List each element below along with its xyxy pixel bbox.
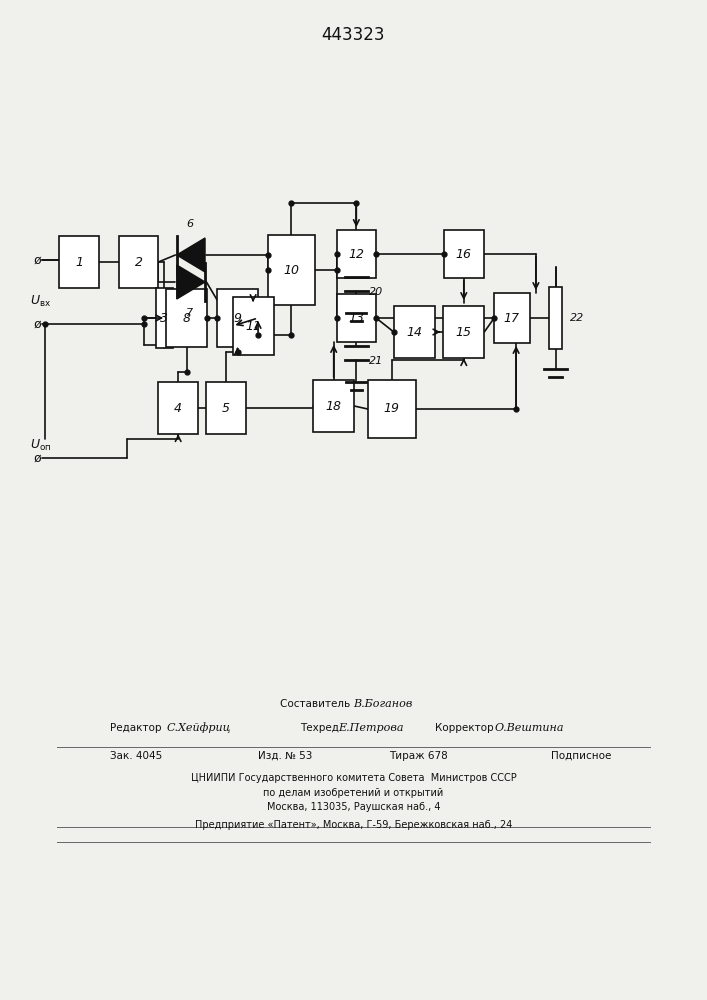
Text: Составитель: Составитель [280,699,354,709]
Text: 1: 1 [75,255,83,268]
Text: 3: 3 [160,312,168,324]
Text: 5: 5 [222,401,230,414]
Polygon shape [177,238,205,272]
Bar [217,289,258,347]
Text: 21: 21 [369,356,383,366]
Text: 12: 12 [349,247,364,260]
Text: Техред: Техред [300,723,339,733]
Text: О.Вештина: О.Вештина [495,723,564,733]
Text: Изд. № 53: Изд. № 53 [258,751,312,761]
Text: 11: 11 [245,320,261,332]
Text: Москва, 113035, Раушская наб., 4: Москва, 113035, Раушская наб., 4 [267,802,440,812]
Bar [206,382,246,434]
Bar [156,288,173,348]
Bar [444,230,484,278]
Text: 6: 6 [186,219,193,229]
Text: 22: 22 [570,313,584,323]
Text: $U_{\rm оп}$: $U_{\rm оп}$ [30,438,51,453]
Text: Редактор: Редактор [110,723,161,733]
Text: 9: 9 [233,312,242,324]
Bar [443,306,484,358]
Text: 18: 18 [326,399,341,412]
Text: 17: 17 [504,312,520,324]
Text: Корректор: Корректор [435,723,493,733]
Text: 10: 10 [284,263,299,276]
Bar [394,306,435,358]
Text: Тираж 678: Тираж 678 [389,751,448,761]
Bar [549,287,562,349]
Bar [268,235,315,305]
Text: 20: 20 [369,287,383,297]
Text: 19: 19 [384,402,399,416]
Bar [158,382,198,434]
Text: 14: 14 [407,326,422,338]
Text: В.Боганов: В.Боганов [354,699,413,709]
Text: Зак. 4045: Зак. 4045 [110,751,162,761]
Text: Подписное: Подписное [551,751,612,761]
Text: Предприятие «Патент», Москва, Г-59, Бережковская наб., 24: Предприятие «Патент», Москва, Г-59, Бере… [195,820,512,830]
Text: $U_{\rm вх}$: $U_{\rm вх}$ [30,294,51,309]
Bar [337,294,376,342]
Text: С.Хейфриц: С.Хейфриц [166,723,230,733]
Bar [166,289,207,347]
Text: 4: 4 [174,401,182,414]
Text: ø: ø [34,318,41,330]
Bar [368,380,416,438]
Bar [313,380,354,432]
Bar [119,236,158,288]
Text: ЦНИИПИ Государственного комитета Совета  Министров СССР: ЦНИИПИ Государственного комитета Совета … [191,773,516,783]
Text: ø: ø [34,253,41,266]
Text: 13: 13 [349,312,364,324]
Bar [337,230,376,278]
Bar [494,293,530,343]
Text: по делам изобретений и открытий: по делам изобретений и открытий [264,788,443,798]
Text: 2: 2 [134,255,143,268]
Polygon shape [177,265,205,299]
Text: ø: ø [34,452,41,464]
Text: 7: 7 [186,308,193,318]
Bar [233,297,274,355]
Bar [59,236,99,288]
Text: 8: 8 [182,312,191,324]
Text: 443323: 443323 [322,26,385,44]
Text: 16: 16 [456,247,472,260]
Text: Е.Петрова: Е.Петрова [338,723,404,733]
Text: 15: 15 [456,326,472,338]
